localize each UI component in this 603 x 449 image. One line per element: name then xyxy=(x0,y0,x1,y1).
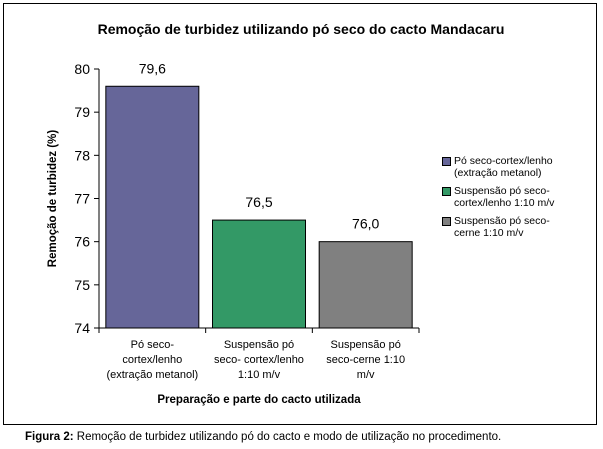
x-tick-label: cortex/lenho xyxy=(122,354,182,366)
y-tick-label: 78 xyxy=(74,147,90,163)
legend-item: Suspensão pó seco-cerne 1:10 m/v xyxy=(442,215,592,239)
y-tick-label: 79 xyxy=(74,104,90,120)
y-tick-label: 76 xyxy=(74,234,90,250)
legend-swatch xyxy=(442,187,451,196)
x-tick-label: (extração metanol) xyxy=(106,369,198,381)
legend: Pó seco-cortex/lenho (extração metanol) Su… xyxy=(442,155,592,245)
legend-swatch xyxy=(442,157,451,166)
data-label: 76,5 xyxy=(245,194,272,210)
y-tick-label: 80 xyxy=(74,61,90,77)
x-tick-label: Suspensão pó xyxy=(330,339,400,351)
data-label: 79,6 xyxy=(139,60,166,76)
legend-item: Pó seco-cortex/lenho (extração metanol) xyxy=(442,155,592,179)
y-tick-label: 75 xyxy=(74,277,90,293)
legend-label: Suspensão pó seco- xyxy=(454,185,550,197)
y-tick-label: 77 xyxy=(74,191,90,207)
bar xyxy=(318,241,413,329)
caption-label: Figura 2: xyxy=(25,431,74,443)
x-axis-label: Preparação e parte do cacto utilizada xyxy=(157,394,361,406)
caption-text: Remoção de turbidez utilizando pó do cac… xyxy=(73,431,502,443)
y-tick-label: 74 xyxy=(74,320,90,336)
data-label: 76,0 xyxy=(352,216,379,232)
x-tick-label: seco- cortex/lenho xyxy=(214,354,304,366)
bar xyxy=(212,219,306,329)
legend-label: (extração metanol) xyxy=(454,167,542,179)
legend-item: Suspensão pó seco-cortex/lenho 1:10 m/v xyxy=(442,185,592,209)
x-tick-label: m/v xyxy=(357,369,375,381)
legend-label: Pó seco-cortex/lenho xyxy=(454,155,553,167)
chart-title: Remoção de turbidez utilizando pó seco d… xyxy=(98,21,505,37)
figure-caption: Figura 2: Remoção de turbidez utilizando… xyxy=(25,431,501,443)
legend-label: cerne 1:10 m/v xyxy=(454,227,524,239)
legend-label: Suspensão pó seco- xyxy=(454,215,550,227)
bar xyxy=(105,85,200,329)
legend-swatch xyxy=(442,217,451,226)
chart-frame: Remoção de turbidez utilizando pó seco d… xyxy=(3,3,597,425)
x-tick-label: Pó seco- xyxy=(131,339,175,351)
y-axis-label: Remoção de turbidez (%) xyxy=(47,130,59,268)
x-tick-label: Suspensão pó xyxy=(224,339,294,351)
x-tick-label: 1:10 m/v xyxy=(238,369,281,381)
x-tick-label: seco-cerne 1:10 xyxy=(326,354,405,366)
legend-label: cortex/lenho 1:10 m/v xyxy=(454,197,555,209)
chart-area: Remoção de turbidez utilizando pó seco d… xyxy=(47,21,505,406)
